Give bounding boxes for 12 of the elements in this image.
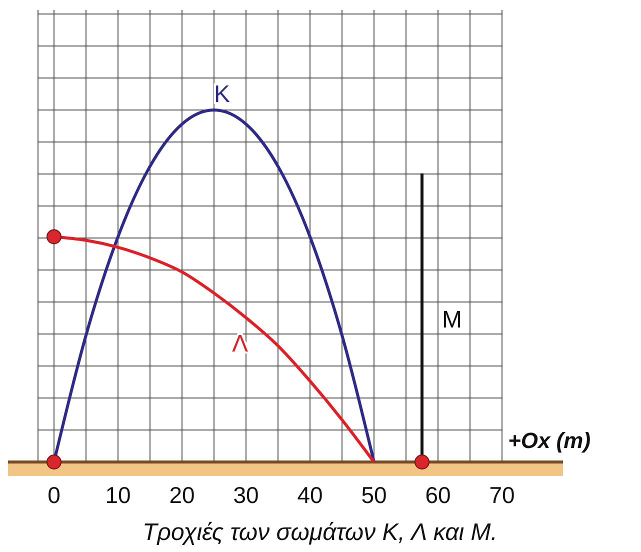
x-tick-label: 30 bbox=[233, 482, 259, 508]
x-tick-label: 70 bbox=[489, 482, 515, 508]
x-tick-label: 60 bbox=[425, 482, 451, 508]
x-tick-label: 0 bbox=[48, 482, 60, 508]
x-tick-label: 20 bbox=[169, 482, 195, 508]
text: Τροχιές των σωμάτων Κ, Λ και Μ. bbox=[142, 519, 498, 546]
x-tick-label: 50 bbox=[361, 482, 387, 508]
series-label: Μ bbox=[442, 306, 462, 334]
x-axis-title: +Ox (m) bbox=[508, 428, 591, 453]
x-tick-label: 40 bbox=[297, 482, 323, 508]
x-tick-label: 10 bbox=[105, 482, 131, 508]
series-label: Κ bbox=[214, 81, 230, 108]
